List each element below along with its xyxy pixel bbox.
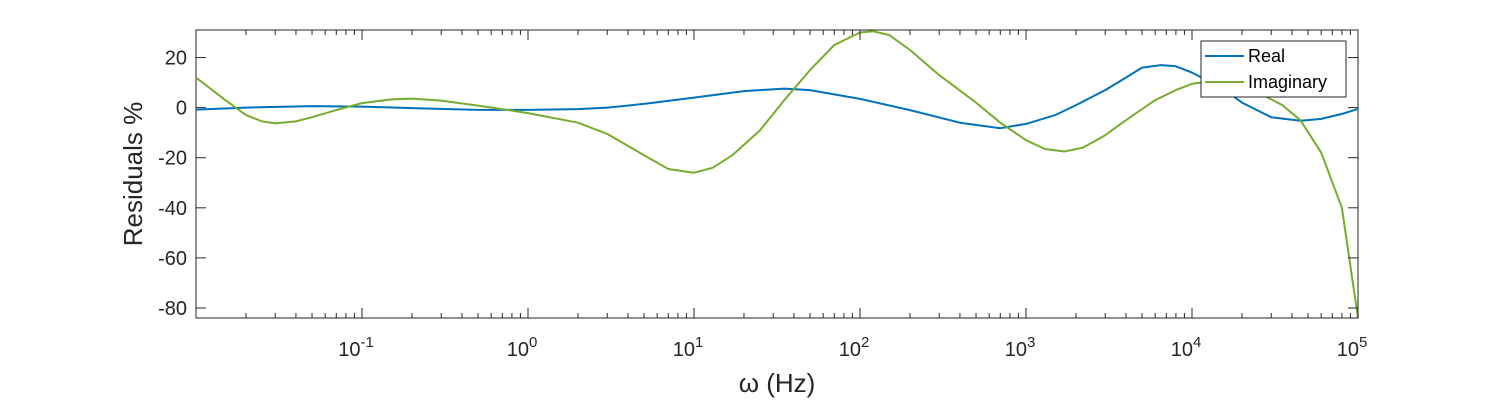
x-tick-label: 10-1 <box>338 334 374 361</box>
legend-label-real: Real <box>1248 46 1285 66</box>
plot-area <box>195 29 1359 319</box>
legend-label-imaginary: Imaginary <box>1248 72 1327 92</box>
x-tick-label: 104 <box>1171 334 1202 361</box>
x-tick-label: 101 <box>673 334 704 361</box>
x-tick-label: 102 <box>839 334 870 361</box>
y-axis-ticks: 20 0 -20 -40 -60 -80 <box>158 48 1358 320</box>
y-tick-label: 0 <box>176 98 187 120</box>
y-tick-label: -20 <box>158 148 187 170</box>
y-axis-label: Residuals % <box>118 102 148 247</box>
legend-box <box>1200 40 1347 98</box>
y-tick-label: -60 <box>158 248 187 270</box>
x-axis-ticks: 10-1 100 101 102 103 104 105 <box>245 30 1368 361</box>
x-tick-label: 105 <box>1337 334 1368 361</box>
series-line-imaginary <box>195 30 1359 319</box>
legend: Real Imaginary <box>1200 40 1347 98</box>
x-axis-label: ω (Hz) <box>739 368 816 398</box>
x-tick-label: 103 <box>1005 334 1036 361</box>
y-tick-label: -80 <box>158 298 187 320</box>
y-tick-label: -40 <box>158 198 187 220</box>
x-tick-label: 100 <box>507 334 538 361</box>
y-tick-label: 20 <box>165 48 187 70</box>
